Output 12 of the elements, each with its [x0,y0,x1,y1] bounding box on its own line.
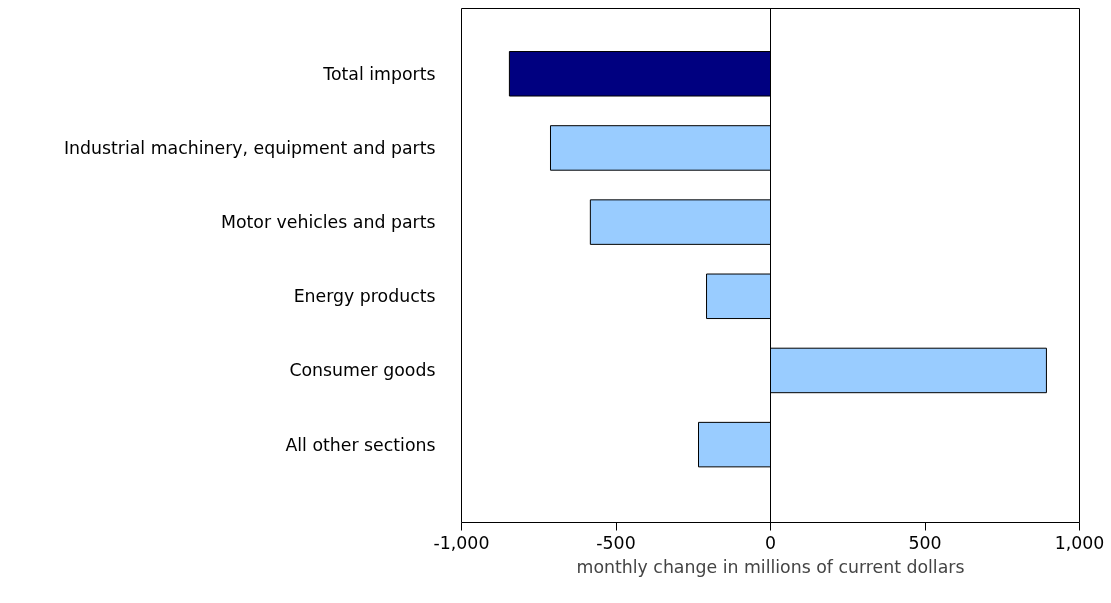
x-tick-label: -500 [596,532,636,553]
x-axis-title: monthly change in millions of current dollars [576,556,965,577]
y-tick-label: Industrial machinery, equipment and parts [63,137,436,158]
y-tick-label: Total imports [322,63,436,84]
y-tick-label: Consumer goods [289,360,436,381]
x-tick-label: 1,000 [1054,532,1105,553]
y-tick-label: Motor vehicles and parts [221,212,436,233]
x-tick-label: 0 [764,532,777,553]
x-tick-label: -1,000 [433,532,490,553]
y-tick-label: All other sections [285,434,436,455]
x-tick-label: 500 [908,532,942,553]
y-tick-label: Energy products [293,286,436,307]
